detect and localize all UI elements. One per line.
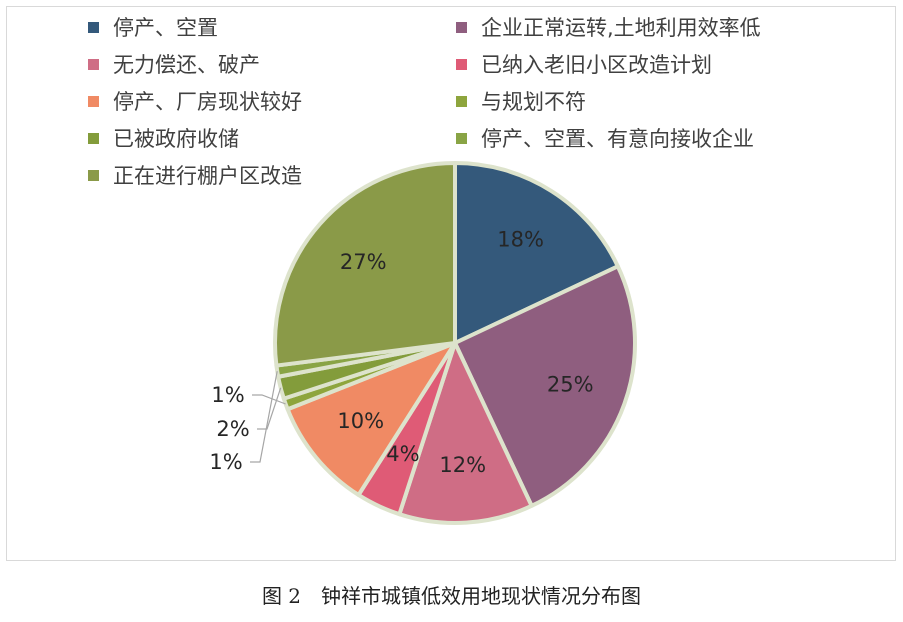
- data-label: 2%: [216, 417, 249, 441]
- legend-label: 已被政府收储: [113, 127, 239, 151]
- figure-caption: 图 2 钟祥市城镇低效用地现状情况分布图: [261, 584, 642, 608]
- data-label: 12%: [439, 453, 486, 477]
- legend-item: 企业正常运转,土地利用效率低: [456, 12, 761, 42]
- data-label: 1%: [211, 383, 244, 407]
- legend-swatch: [88, 132, 99, 144]
- data-label: 1%: [209, 450, 242, 474]
- legend-label: 与规划不符: [481, 90, 586, 114]
- leader-line: [257, 387, 282, 430]
- leader-line: [252, 394, 286, 405]
- legend-label: 已纳入老旧小区改造计划: [481, 53, 712, 77]
- data-label: 10%: [337, 409, 384, 433]
- legend-item: 停产、空置、有意向接收企业: [456, 123, 754, 153]
- legend-swatch: [88, 21, 99, 33]
- legend-item: 已纳入老旧小区改造计划: [456, 49, 712, 79]
- data-label: 18%: [497, 228, 544, 252]
- legend-swatch: [88, 95, 99, 107]
- pie-slice: [397, 341, 534, 525]
- leader-line: [250, 371, 278, 463]
- legend-swatch: [88, 169, 99, 181]
- legend-swatch: [456, 95, 467, 107]
- data-label: 27%: [340, 250, 387, 274]
- legend-label: 停产、空置: [113, 16, 218, 40]
- legend: 停产、空置 企业正常运转,土地利用效率低无力偿还、破产 已纳入老旧小区改造计划停产、…: [88, 12, 888, 212]
- legend-label: 停产、厂房现状较好: [113, 90, 302, 114]
- legend-swatch: [456, 21, 467, 33]
- legend-item: 正在进行棚户区改造: [88, 160, 302, 190]
- pie-slice: [285, 341, 457, 497]
- data-label: 25%: [547, 373, 594, 397]
- legend-label: 企业正常运转,土地利用效率低: [481, 16, 761, 40]
- legend-label: 停产、空置、有意向接收企业: [481, 127, 754, 151]
- legend-label: 正在进行棚户区改造: [113, 164, 302, 188]
- data-label: 4%: [386, 442, 419, 466]
- legend-label: 无力偿还、破产: [113, 53, 260, 77]
- legend-swatch: [456, 58, 467, 70]
- pie-slice: [273, 161, 457, 368]
- pie-slice: [453, 264, 637, 508]
- pie-slice: [453, 161, 620, 345]
- legend-swatch: [88, 58, 99, 70]
- legend-item: 停产、空置: [88, 12, 218, 42]
- legend-item: 停产、厂房现状较好: [88, 86, 302, 116]
- legend-item: 与规划不符: [456, 86, 586, 116]
- legend-item: 已被政府收储: [88, 123, 239, 153]
- legend-item: 无力偿还、破产: [88, 49, 260, 79]
- legend-swatch: [456, 132, 467, 144]
